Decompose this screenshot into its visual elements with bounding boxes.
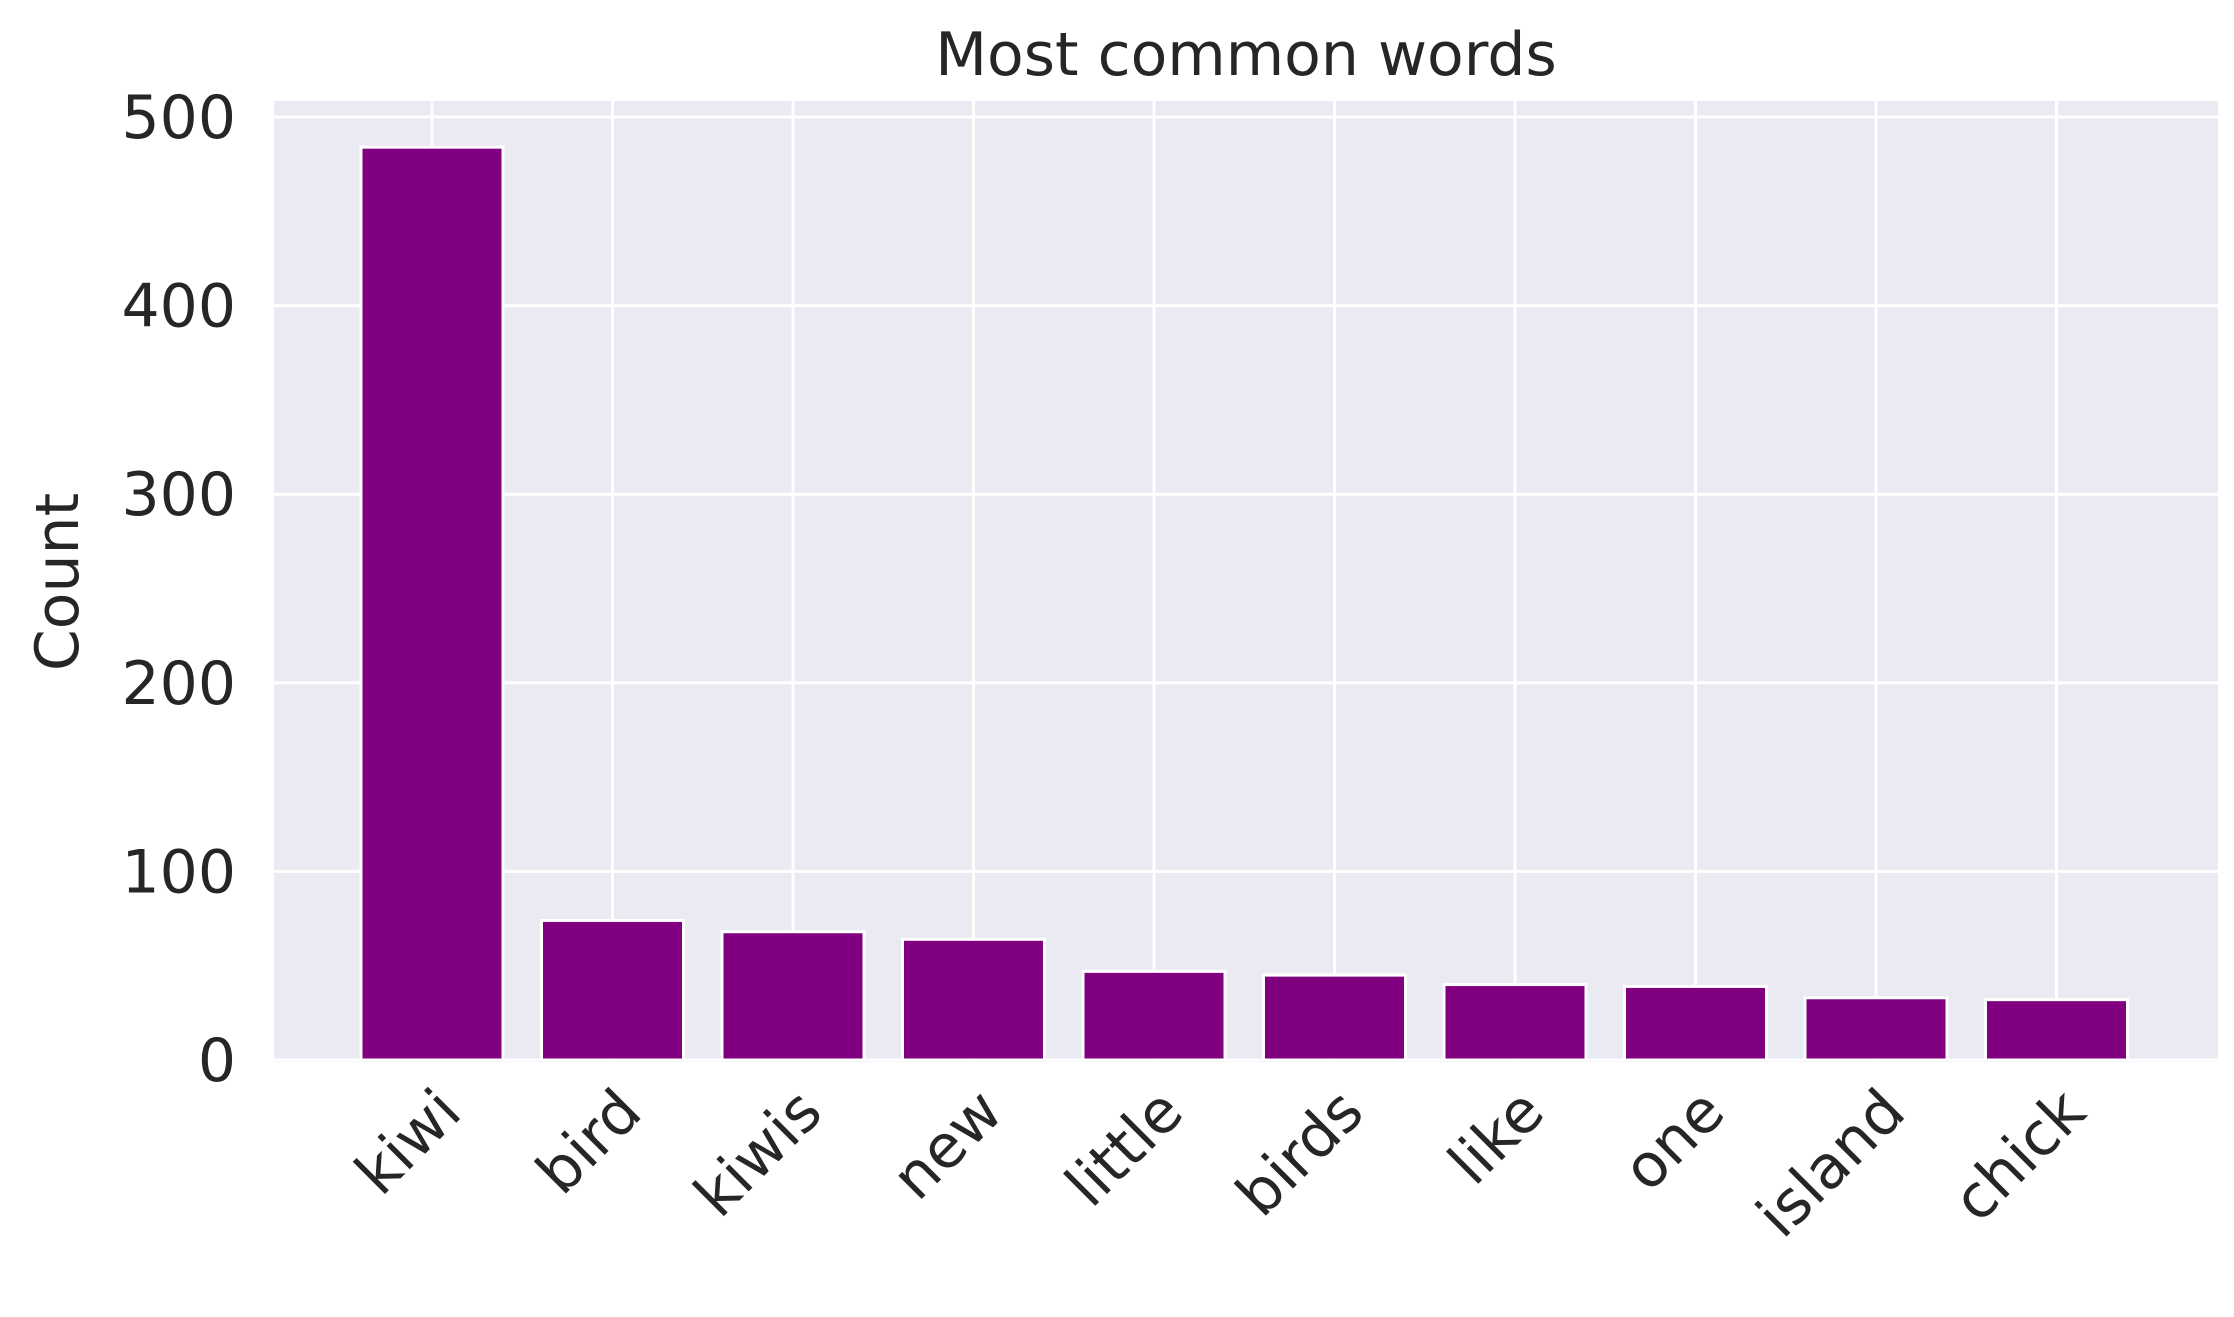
y-tick-label: 400: [121, 272, 236, 342]
y-tick-label: 500: [121, 83, 236, 153]
x-tick-label-new: new: [879, 1076, 1016, 1213]
x-tick-label-little: little: [1052, 1076, 1196, 1220]
x-axis-ticks: kiwi bird kiwis new little birds like one island…: [342, 1076, 2099, 1251]
y-axis-ticks: 0 100 200 300 400 500: [121, 83, 236, 1096]
y-tick-label: 300: [121, 460, 236, 530]
y-tick-label: 100: [121, 837, 236, 907]
x-tick-label-chick: chick: [1940, 1076, 2100, 1236]
x-tick-label-bird: bird: [523, 1076, 655, 1208]
x-tick-label-birds: birds: [1223, 1076, 1377, 1230]
bar-kiwis: [720, 930, 866, 1062]
bar-bird: [540, 918, 685, 1062]
plot-area: [274, 101, 2218, 1062]
x-tick-label-kiwis: kiwis: [681, 1076, 835, 1230]
grid: [274, 101, 2218, 1062]
x-tick-label-one: one: [1610, 1076, 1738, 1204]
y-tick-label: 200: [121, 649, 236, 719]
x-tick-label-like: like: [1435, 1076, 1557, 1198]
bar-little: [1081, 969, 1227, 1062]
bars: [359, 145, 2129, 1062]
bar-birds: [1262, 973, 1407, 1062]
bar-island: [1803, 996, 1949, 1062]
chart-title: Most common words: [935, 20, 1556, 90]
y-axis-label: Count: [23, 493, 93, 671]
bar-kiwi: [359, 145, 505, 1062]
bar-like: [1442, 983, 1588, 1062]
bar-new: [901, 937, 1046, 1062]
x-tick-label-island: island: [1744, 1076, 1919, 1251]
bar-one: [1623, 984, 1768, 1062]
y-tick-label: 0: [198, 1026, 236, 1096]
bar-chick: [1984, 998, 2129, 1062]
x-tick-label-kiwi: kiwi: [342, 1076, 474, 1208]
